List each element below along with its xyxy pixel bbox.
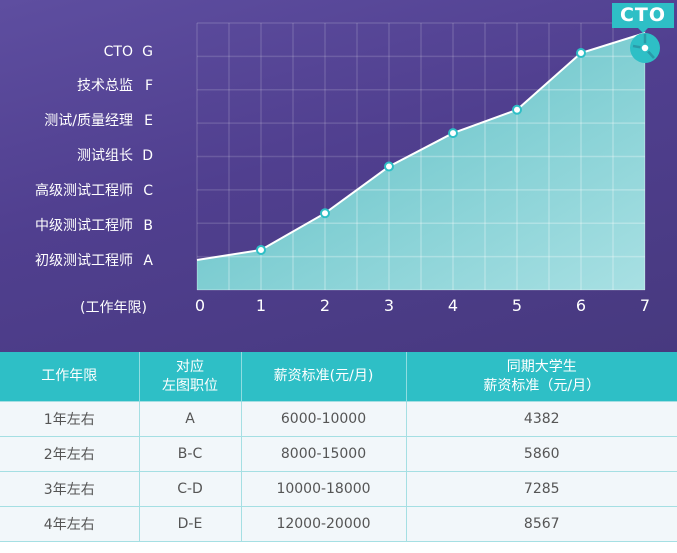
y-axis-label: 中级测试工程师 B [35,217,153,235]
column-header: 对应 左图职位 [138,352,241,402]
data-point [384,161,394,172]
x-tick-label: 2 [319,296,331,315]
table-row: 4年左右 D-E 12000-20000 8567 [0,506,677,542]
table-cell: 1年左右 [0,401,140,437]
position-letter: G [142,44,153,60]
x-tick-label: 6 [575,296,587,315]
position-letter: C [143,183,153,199]
table-cell: 4382 [405,401,677,437]
table-row: 1年左右 A 6000-10000 4382 [0,401,677,437]
column-header: 薪资标准(元/月) [240,352,406,402]
table-cell: C-D [138,471,242,507]
data-points [256,48,586,255]
position-title: 初级测试工程师 [35,253,133,269]
table-cell: 6000-10000 [240,401,407,437]
position-title: 测试组长 [77,148,133,164]
column-header: 同期大学生 薪资标准（元/月） [405,352,677,402]
table-row: 3年左右 C-D 10000-18000 7285 [0,471,677,507]
data-point [448,128,458,139]
table-cell: A [138,401,242,437]
table-cell: B-C [138,436,242,472]
table-cell: D-E [138,506,242,542]
cto-marker-icon [630,33,660,63]
x-tick-label: 1 [255,296,267,315]
data-point [256,244,266,255]
position-letter: F [144,78,153,94]
y-axis-label: 初级测试工程师 A [35,252,153,270]
table-cell: 12000-20000 [240,506,407,542]
y-axis-label: 测试组长 D [77,147,153,165]
y-axis-label: 测试/质量经理 E [44,112,153,130]
data-point [320,208,330,219]
position-title: 高级测试工程师 [35,183,133,199]
table-cell: 7285 [405,471,677,507]
position-letter: B [143,218,153,234]
table-header-row: 工作年限 对应 左图职位 薪资标准(元/月) 同期大学生 薪资标准（元/月） [0,352,677,402]
position-title: 技术总监 [77,78,133,94]
position-title: 中级测试工程师 [35,218,133,234]
table-cell: 8567 [405,506,677,542]
x-tick-label: 3 [383,296,395,315]
table-cell: 5860 [405,436,677,472]
table-body: 1年左右 A 6000-10000 4382 2年左右 B-C 8000-15000 5860… [0,401,677,542]
position-letter: D [142,148,153,164]
position-letter: A [143,253,153,269]
table-cell: 3年左右 [0,471,140,507]
table-cell: 8000-15000 [240,436,407,472]
column-header: 工作年限 [0,352,139,402]
y-axis-label: 高级测试工程师 C [35,182,153,200]
x-tick-label: 4 [447,296,459,315]
position-title: 测试/质量经理 [44,113,133,129]
career-chart-panel: CTO G 技术总监 F 测试/质量经理 E 测试组长 D 高级测试工程师 C 中级测试工程师 B 初级… [0,0,677,352]
position-title: CTO [103,44,133,60]
career-area [197,33,645,290]
career-line [196,32,646,261]
x-tick-label: 0 [194,296,206,315]
table-row: 2年左右 B-C 8000-15000 5860 [0,436,677,472]
x-tick-label: 5 [511,296,523,315]
data-point [512,104,522,115]
table-cell: 4年左右 [0,506,140,542]
data-point [576,48,586,59]
y-axis-label: CTO G [104,43,153,61]
career-area-chart [196,32,660,290]
x-axis-title: (工作年限) [80,300,147,316]
cto-badge: CTO [612,3,674,33]
table-cell: 2年左右 [0,436,140,472]
y-axis-label: 技术总监 F [77,77,153,95]
salary-table: 工作年限 对应 左图职位 薪资标准(元/月) 同期大学生 薪资标准（元/月） 1年左右 A 6… [0,352,677,542]
table-cell: 10000-18000 [240,471,407,507]
position-letter: E [144,113,153,129]
x-tick-label: 7 [639,296,651,315]
